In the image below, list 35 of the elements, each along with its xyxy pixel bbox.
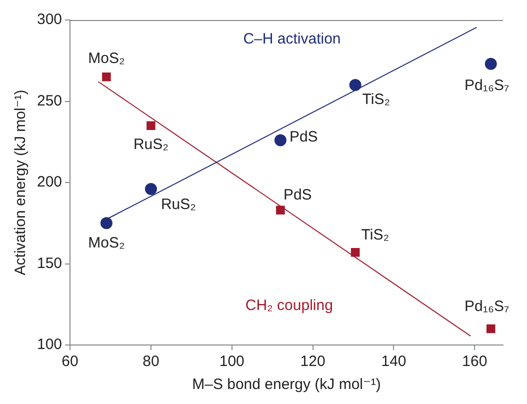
y-tick-label: 100: [36, 336, 62, 354]
point: [100, 217, 112, 230]
x-tick-label: 160: [462, 353, 488, 370]
point: [102, 72, 111, 82]
annotation: MoS₂: [88, 50, 125, 68]
annotation: TiS₂: [362, 91, 390, 108]
point: [146, 121, 156, 130]
point: [144, 183, 157, 195]
point: [276, 206, 285, 215]
y-tick-label: 250: [36, 92, 62, 110]
annotation: RuS₂: [133, 136, 169, 153]
x-tick-label: 140: [381, 353, 406, 370]
text: C–H activation: [243, 30, 341, 48]
annotation: Pd₁₆S₇: [464, 298, 510, 315]
annotation: RuS₂: [160, 196, 196, 214]
x-tick-label: 120: [300, 353, 326, 370]
annotation: TiS₂: [361, 226, 390, 244]
annotation: MoS₂: [88, 234, 125, 252]
text: CH₂ coupling: [245, 297, 333, 314]
point: [349, 79, 362, 91]
point: [486, 324, 496, 334]
x-tick-label: 80: [142, 353, 160, 370]
x-tick-label: 100: [219, 353, 244, 370]
point: [350, 248, 360, 257]
annotation: PdS: [289, 128, 318, 146]
point: [484, 58, 497, 70]
y-tick-label: 300: [36, 11, 62, 28]
y-tick-label: 150: [36, 254, 62, 272]
point: [274, 134, 286, 146]
annotation: Pd₁₆S₇: [464, 77, 510, 94]
annotation: PdS: [283, 186, 312, 204]
x-tick-label: 60: [62, 353, 78, 370]
y-axis-title: Activation energy (kJ mol⁻¹): [12, 90, 30, 276]
y-tick-label: 200: [36, 174, 62, 191]
x-axis-title: M–S bond energy (kJ mol⁻¹): [192, 376, 381, 394]
